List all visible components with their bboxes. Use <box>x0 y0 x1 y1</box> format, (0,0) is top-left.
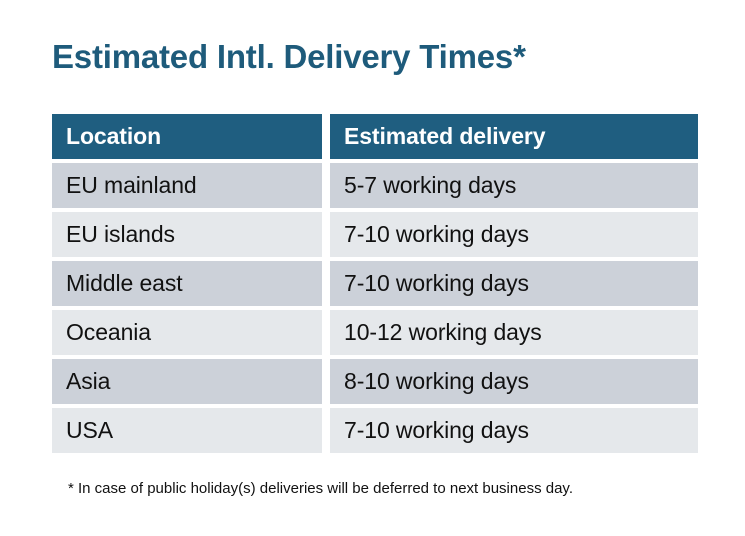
cell-delivery: 7-10 working days <box>330 408 698 453</box>
cell-location: USA <box>52 408 322 453</box>
cell-delivery: 7-10 working days <box>330 212 698 257</box>
table-header-row: Location Estimated delivery <box>52 114 698 159</box>
table-row: Middle east 7-10 working days <box>52 261 698 306</box>
cell-location: Middle east <box>52 261 322 306</box>
delivery-times-table: Location Estimated delivery EU mainland … <box>44 110 706 457</box>
table-row: Asia 8-10 working days <box>52 359 698 404</box>
cell-delivery: 10-12 working days <box>330 310 698 355</box>
table-header: Location Estimated delivery <box>52 114 698 159</box>
cell-delivery: 8-10 working days <box>330 359 698 404</box>
cell-location: Oceania <box>52 310 322 355</box>
table-footnote: * In case of public holiday(s) deliverie… <box>68 480 573 497</box>
page-title: Estimated Intl. Delivery Times* <box>52 38 526 75</box>
cell-location: EU islands <box>52 212 322 257</box>
table-row: EU mainland 5-7 working days <box>52 163 698 208</box>
cell-delivery: 7-10 working days <box>330 261 698 306</box>
table-row: USA 7-10 working days <box>52 408 698 453</box>
table-row: Oceania 10-12 working days <box>52 310 698 355</box>
cell-delivery: 5-7 working days <box>330 163 698 208</box>
table-body: EU mainland 5-7 working days EU islands … <box>52 163 698 453</box>
column-header-location: Location <box>52 114 322 159</box>
column-header-estimated-delivery: Estimated delivery <box>330 114 698 159</box>
table-row: EU islands 7-10 working days <box>52 212 698 257</box>
cell-location: Asia <box>52 359 322 404</box>
cell-location: EU mainland <box>52 163 322 208</box>
